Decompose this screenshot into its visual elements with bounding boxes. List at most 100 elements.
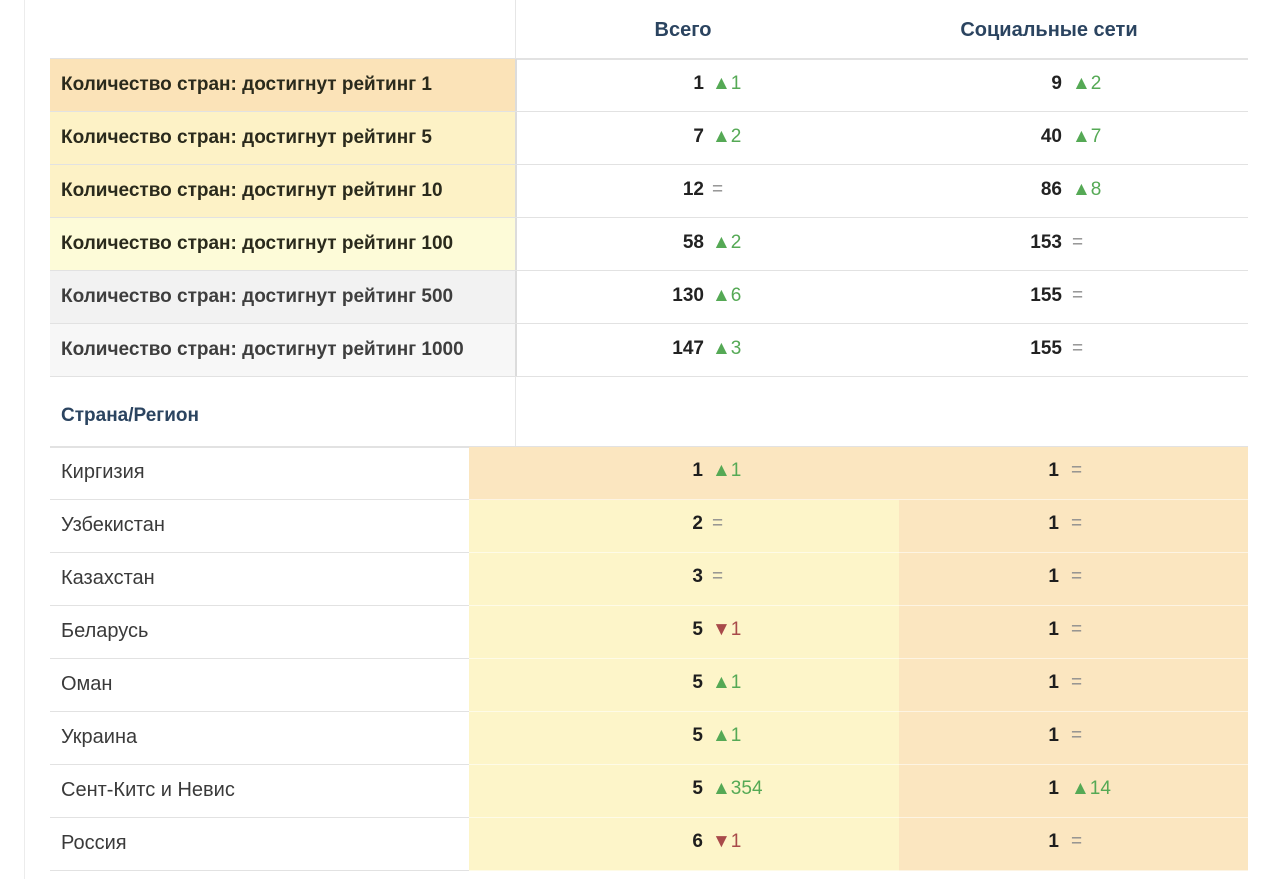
country-total-wrap: 5 ▲1 xyxy=(469,659,899,712)
summary-social-cell: 40 ▲7 xyxy=(850,112,1248,164)
summary-total-cell: 130 ▲6 xyxy=(516,271,850,323)
country-row[interactable]: Россия 6 ▼1 1 = xyxy=(50,818,1248,871)
country-total-cell: 6 ▼1 xyxy=(469,818,899,871)
country-social-delta: = xyxy=(1071,566,1083,587)
country-social-value: 1 xyxy=(1048,725,1059,746)
country-total-value: 6 xyxy=(692,831,703,852)
row-separator xyxy=(469,817,1248,818)
country-name[interactable]: Узбекистан xyxy=(50,500,480,553)
country-social-wrap: 1 ▲14 xyxy=(899,765,1248,818)
country-name[interactable]: Казахстан xyxy=(50,553,480,606)
row-separator xyxy=(469,764,1248,765)
summary-row: Количество стран: достигнут рейтинг 1000… xyxy=(50,324,1248,377)
country-social-cell: 1 = xyxy=(899,818,1248,871)
country-total-delta: = xyxy=(712,513,724,534)
country-total-delta: ▼1 xyxy=(712,619,742,640)
summary-row-label: Количество стран: достигнут рейтинг 10 xyxy=(50,165,517,217)
section-title[interactable]: Страна/Регион xyxy=(61,405,199,426)
summary-social-value: 86 xyxy=(1040,179,1062,200)
country-row[interactable]: Беларусь 5 ▼1 1 = xyxy=(50,606,1248,659)
summary-social-cell: 86 ▲8 xyxy=(850,165,1248,217)
country-social-wrap: 1 = xyxy=(899,712,1248,765)
summary-row-label: Количество стран: достигнут рейтинг 1 xyxy=(50,59,517,111)
country-social-cell: 1 = xyxy=(899,500,1248,553)
country-social-delta: = xyxy=(1071,725,1083,746)
country-name[interactable]: Киргизия xyxy=(50,447,480,500)
country-social-delta: = xyxy=(1071,619,1083,640)
summary-row: Количество стран: достигнут рейтинг 10 12… xyxy=(50,165,1248,218)
summary-total-delta: ▲1 xyxy=(712,73,742,94)
summary-social-delta: ▲8 xyxy=(1072,179,1102,200)
summary-total-value: 147 xyxy=(672,338,704,359)
column-header-social[interactable]: Социальные сети xyxy=(960,19,1138,41)
summary-total-value: 58 xyxy=(682,232,704,253)
country-name[interactable]: Оман xyxy=(50,659,480,712)
summary-total-cell: 58 ▲2 xyxy=(516,218,850,270)
summary-total-delta: ▲2 xyxy=(712,232,742,253)
country-social-wrap: 1 = xyxy=(899,606,1248,659)
country-social-wrap: 1 = xyxy=(899,659,1248,712)
country-social-value: 1 xyxy=(1048,778,1059,799)
country-name[interactable]: Россия xyxy=(50,818,480,871)
country-row[interactable]: Украина 5 ▲1 1 = xyxy=(50,712,1248,765)
row-separator xyxy=(469,605,1248,606)
country-social-value: 1 xyxy=(1048,831,1059,852)
country-row[interactable]: Киргизия 1 ▲1 1 = xyxy=(50,447,1248,500)
row-separator xyxy=(469,658,1248,659)
header-blank-cell xyxy=(50,0,516,58)
country-row[interactable]: Оман 5 ▲1 1 = xyxy=(50,659,1248,712)
summary-social-delta: ▲2 xyxy=(1072,73,1102,94)
row-separator xyxy=(469,870,1248,871)
country-social-cell: 1 = xyxy=(899,606,1248,659)
country-total-wrap: 6 ▼1 xyxy=(469,818,899,871)
country-social-value: 1 xyxy=(1048,460,1059,481)
country-total-cell: 1 ▲1 xyxy=(469,447,899,500)
country-name[interactable]: Сент-Китс и Невис xyxy=(50,765,480,818)
country-social-delta: = xyxy=(1071,672,1083,693)
country-total-delta: ▲354 xyxy=(712,778,763,799)
section-divider xyxy=(515,377,516,446)
country-row[interactable]: Узбекистан 2 = 1 = xyxy=(50,500,1248,553)
country-total-value: 5 xyxy=(692,725,703,746)
country-name[interactable]: Беларусь xyxy=(50,606,480,659)
country-total-cell: 5 ▼1 xyxy=(469,606,899,659)
country-total-wrap: 3 = xyxy=(469,553,899,606)
section-header-row: Страна/Регион xyxy=(50,377,1248,448)
summary-social-delta: ▲7 xyxy=(1072,126,1102,147)
country-social-value: 1 xyxy=(1048,672,1059,693)
summary-row: Количество стран: достигнут рейтинг 5 7 ▲2… xyxy=(50,112,1248,165)
summary-row: Количество стран: достигнут рейтинг 500 1… xyxy=(50,271,1248,324)
country-social-cell: 1 = xyxy=(899,659,1248,712)
country-row[interactable]: Казахстан 3 = 1 = xyxy=(50,553,1248,606)
summary-total-cell: 12 = xyxy=(516,165,850,217)
country-total-cell: 2 = xyxy=(469,500,899,553)
country-social-wrap: 1 = xyxy=(899,818,1248,871)
country-total-cell: 5 ▲1 xyxy=(469,659,899,712)
country-total-wrap: 5 ▲1 xyxy=(469,712,899,765)
summary-social-value: 40 xyxy=(1040,126,1062,147)
country-total-delta: ▼1 xyxy=(712,831,742,852)
country-social-wrap: 1 = xyxy=(899,447,1248,500)
country-name[interactable]: Украина xyxy=(50,712,480,765)
country-total-wrap: 5 ▲354 xyxy=(469,765,899,818)
summary-social-delta: = xyxy=(1072,285,1084,306)
page-left-border xyxy=(24,0,25,879)
country-social-cell: 1 = xyxy=(899,712,1248,765)
country-social-delta: = xyxy=(1071,513,1083,534)
country-total-value: 3 xyxy=(692,566,703,587)
country-row[interactable]: Сент-Китс и Невис 5 ▲354 1 ▲14 xyxy=(50,765,1248,818)
country-social-delta: ▲14 xyxy=(1071,778,1111,799)
summary-social-value: 155 xyxy=(1030,338,1062,359)
country-social-wrap: 1 = xyxy=(899,553,1248,606)
summary-total-cell: 147 ▲3 xyxy=(516,324,850,376)
column-header-total[interactable]: Всего xyxy=(654,19,712,41)
summary-total-delta: = xyxy=(712,179,724,200)
country-social-delta: = xyxy=(1071,460,1083,481)
row-separator xyxy=(469,552,1248,553)
summary-total-cell: 7 ▲2 xyxy=(516,112,850,164)
country-total-wrap: 1 ▲1 xyxy=(469,447,899,500)
country-total-wrap: 5 ▼1 xyxy=(469,606,899,659)
country-total-value: 5 xyxy=(692,778,703,799)
summary-total-value: 130 xyxy=(672,285,704,306)
